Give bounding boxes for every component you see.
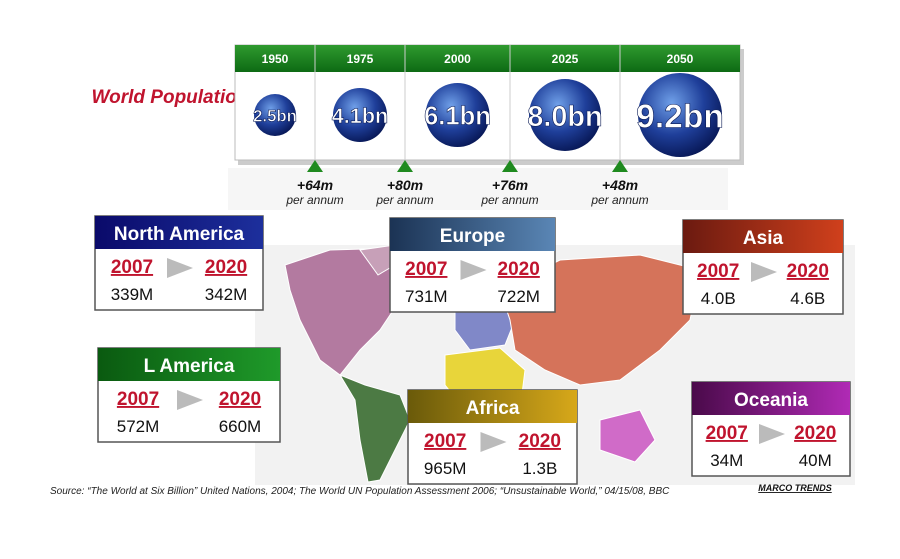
globe	[425, 83, 490, 147]
growth-marker	[307, 160, 323, 172]
growth-value: +64m	[297, 177, 333, 193]
region-header	[95, 216, 263, 249]
globe	[638, 73, 722, 157]
year-to: 2020	[787, 261, 829, 282]
year-label: 1975	[347, 52, 374, 66]
value-to: 342M	[205, 285, 248, 304]
value-to: 660M	[219, 417, 262, 436]
region-header	[98, 348, 280, 381]
year-from: 2007	[111, 257, 153, 278]
page-title: World Population	[92, 87, 249, 108]
growth-unit: per annum	[285, 193, 343, 207]
arrow	[177, 390, 203, 410]
globe	[333, 88, 387, 142]
brand: MARCO TRENDS	[758, 483, 832, 493]
growth-value: +76m	[492, 177, 528, 193]
value-to: 4.6B	[790, 289, 825, 308]
year-from: 2007	[697, 261, 739, 282]
value-to: 722M	[497, 287, 540, 306]
growth-unit: per annum	[590, 193, 648, 207]
arrow	[480, 432, 507, 452]
value-from: 572M	[117, 417, 160, 436]
region-header	[692, 382, 850, 415]
value-from: 4.0B	[701, 289, 736, 308]
year-to: 2020	[498, 259, 540, 280]
value-to: 1.3B	[522, 459, 557, 478]
growth-unit: per annum	[375, 193, 433, 207]
population-label: 8.0bn	[527, 101, 602, 133]
growth-marker	[397, 160, 413, 172]
arrow	[167, 258, 193, 278]
growth-value: +48m	[602, 177, 638, 193]
globe	[254, 94, 296, 136]
growth-marker	[502, 160, 518, 172]
year-from: 2007	[706, 423, 748, 444]
region-name: Europe	[440, 226, 505, 247]
region-box: Europe 2007 2020 731M 722M	[389, 217, 556, 313]
population-label: 6.1bn	[424, 103, 491, 131]
region-name: Asia	[743, 228, 784, 249]
year-to: 2020	[794, 423, 836, 444]
growth-marker	[612, 160, 628, 172]
region-name: L America	[144, 356, 235, 377]
value-to: 40M	[799, 451, 832, 470]
population-label: 2.5bn	[253, 106, 297, 125]
year-label: 2000	[444, 52, 471, 66]
arrow	[751, 262, 777, 282]
growth-unit: per annum	[480, 193, 538, 207]
year-label: 1950	[262, 52, 289, 66]
year-label: 2050	[667, 52, 694, 66]
region-box: North America 2007 2020 339M 342M	[94, 215, 264, 311]
growth-value: +80m	[387, 177, 423, 193]
value-from: 731M	[405, 287, 448, 306]
region-name: Oceania	[734, 390, 808, 411]
year-label: 2025	[552, 52, 579, 66]
region-name: Africa	[466, 398, 520, 419]
region-box: L America 2007 2020 572M 660M	[97, 347, 281, 443]
arrow	[460, 260, 487, 280]
value-from: 339M	[111, 285, 154, 304]
region-header	[408, 390, 577, 423]
population-label: 4.1bn	[332, 103, 388, 128]
region-header	[390, 218, 555, 251]
year-to: 2020	[219, 389, 261, 410]
region-header	[683, 220, 843, 253]
year-from: 2007	[424, 431, 466, 452]
population-label: 9.2bn	[636, 99, 724, 136]
value-from: 965M	[424, 459, 467, 478]
year-from: 2007	[405, 259, 447, 280]
source-note: Source: “The World at Six Billion” Unite…	[50, 486, 670, 497]
globe	[529, 79, 601, 151]
value-from: 34M	[710, 451, 743, 470]
year-to: 2020	[519, 431, 561, 452]
year-to: 2020	[205, 257, 247, 278]
year-from: 2007	[117, 389, 159, 410]
arrow	[759, 424, 785, 444]
region-box: Oceania 2007 2020 34M 40M	[691, 381, 851, 477]
region-name: North America	[114, 224, 245, 245]
